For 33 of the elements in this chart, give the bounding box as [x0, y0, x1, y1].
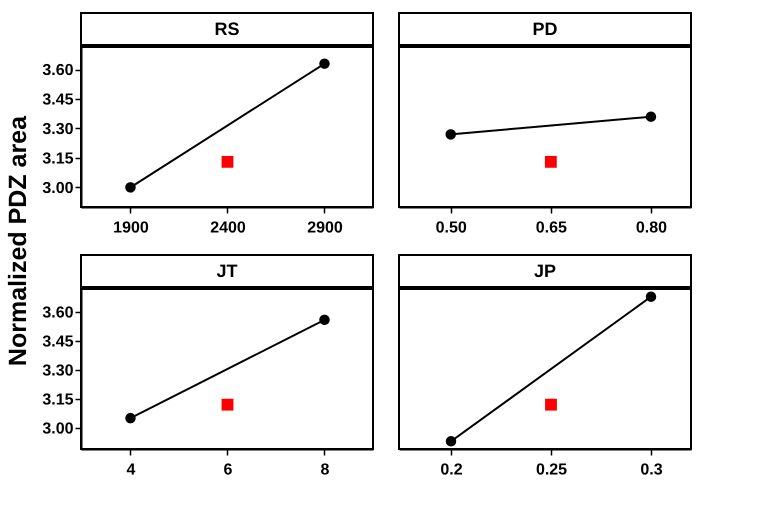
x-tick-label: 0.80 [636, 220, 668, 236]
x-tick-label: 0.3 [640, 462, 663, 478]
y-tick-label: 3.30 [42, 362, 74, 380]
chart-title: JP [534, 261, 556, 281]
y-tick-label: 3.30 [42, 120, 74, 138]
x-tick-label: 2400 [210, 220, 246, 236]
chart-title: PD [532, 19, 558, 39]
x-tick-label: 0.65 [536, 220, 568, 236]
y-tick-label: 3.60 [42, 62, 74, 80]
point [319, 58, 330, 69]
x-tick-label: 4 [126, 462, 136, 478]
x-tick-label: 8 [320, 462, 330, 478]
chart-title: RS [214, 19, 240, 39]
x-tick-label: 0.50 [436, 220, 467, 236]
y-tick-label: 3.15 [42, 150, 74, 168]
y-tick-label: 3.45 [42, 334, 74, 351]
x-tick-label: 0.2 [440, 462, 463, 478]
y-tick-label: 3.00 [42, 420, 74, 438]
x-tick-label: 6 [224, 462, 233, 478]
y-axis-title: Normalized PDZ area [4, 116, 33, 366]
y-tick-label: 3.00 [42, 180, 74, 197]
y-tick-label: 3.45 [42, 92, 74, 109]
y-tick-label: 3.15 [42, 391, 74, 408]
y-tick-label: 3.60 [42, 304, 74, 322]
x-tick-label: 2900 [307, 220, 343, 236]
point [222, 398, 234, 411]
chart-title: JT [216, 261, 238, 281]
x-tick-label: 0.25 [536, 462, 568, 478]
point [319, 314, 330, 326]
point [125, 412, 136, 424]
x-tick-label: 1900 [113, 220, 149, 236]
point [222, 156, 234, 168]
point [125, 182, 136, 193]
